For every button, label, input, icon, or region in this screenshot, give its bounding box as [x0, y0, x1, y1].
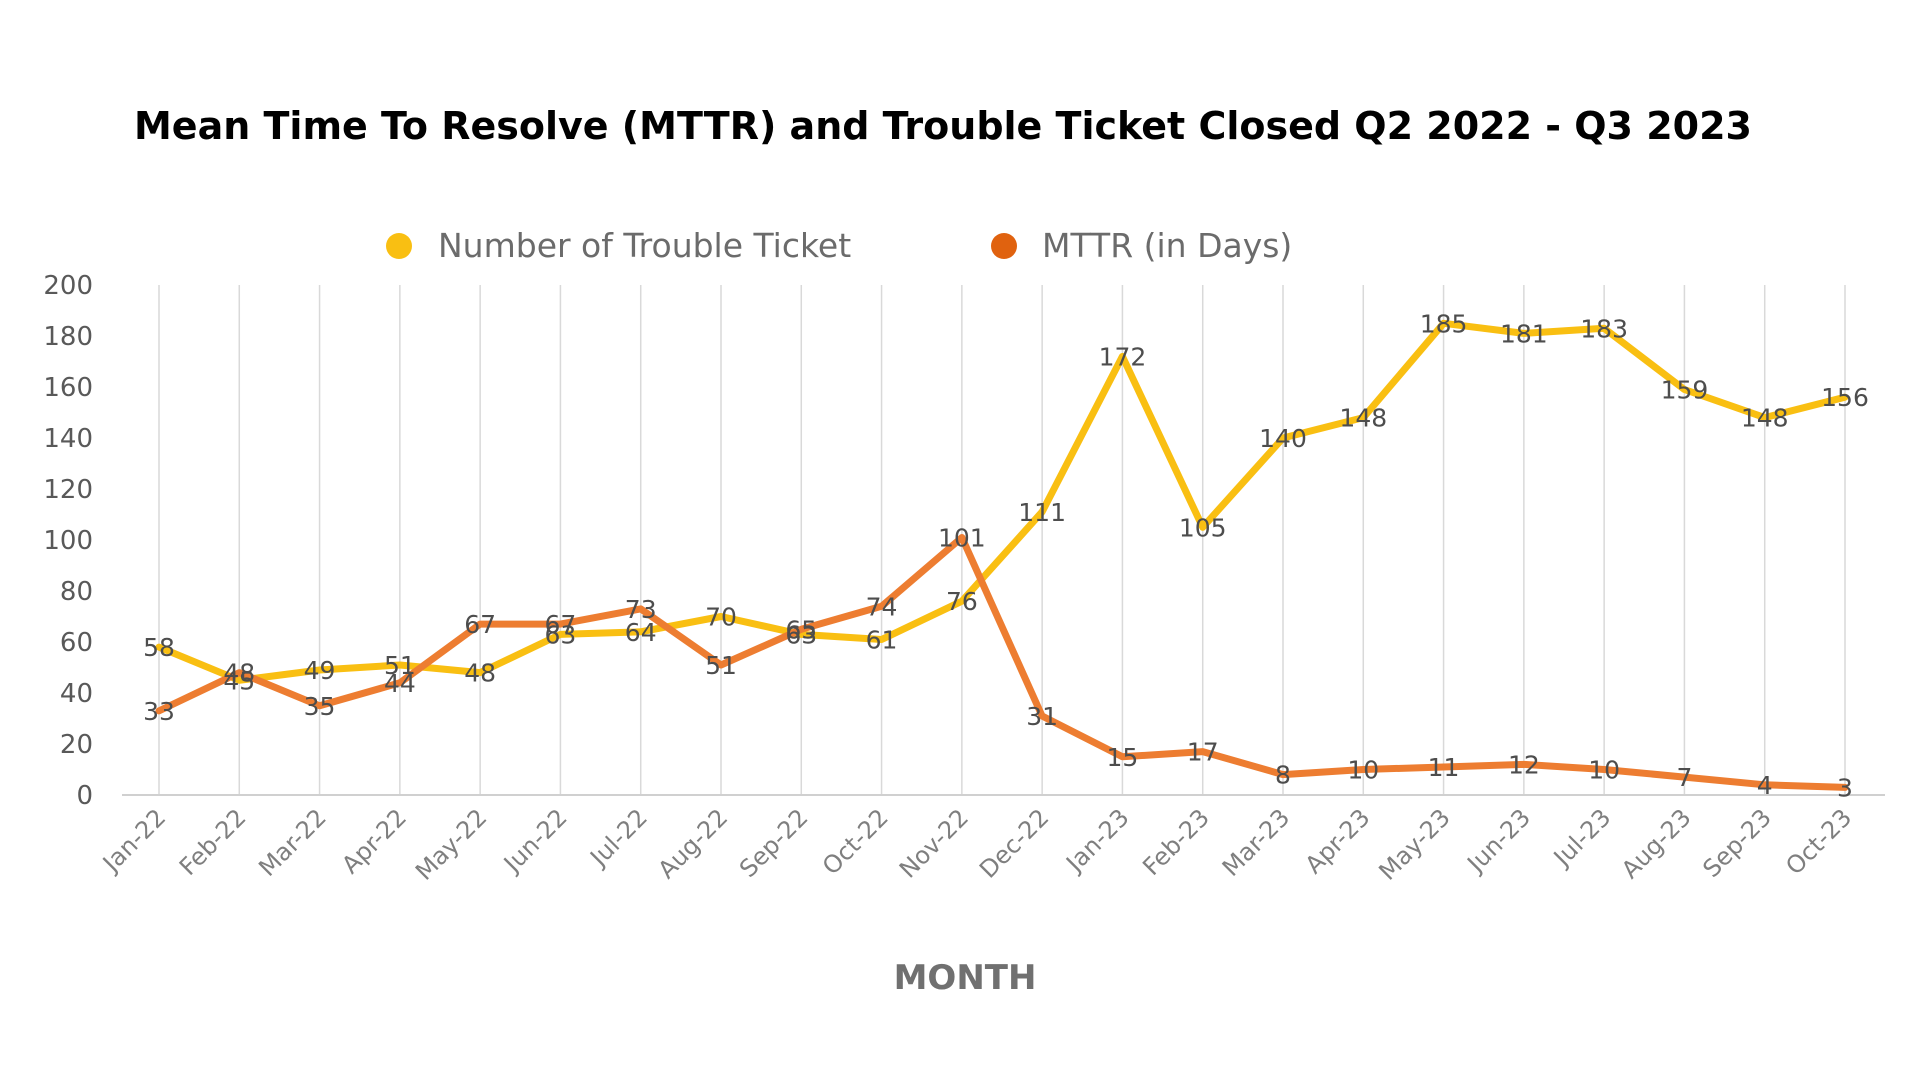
- x-tick-label-7: Aug-22: [653, 803, 734, 884]
- x-tick-label-17: Jun-23: [1461, 803, 1536, 878]
- x-tick-label-6: Jul-22: [584, 803, 653, 872]
- data-label-s0-2: 49: [304, 656, 336, 685]
- legend-label-0: Number of Trouble Ticket: [438, 226, 851, 265]
- data-label-s0-5: 63: [545, 620, 577, 649]
- y-tick-label-6: 120: [43, 475, 93, 505]
- data-label-s1-8: 65: [785, 615, 817, 644]
- data-label-s0-8: 63: [785, 620, 817, 649]
- x-tick-label-14: Mar-23: [1217, 803, 1295, 881]
- data-label-s1-15: 10: [1347, 756, 1379, 785]
- data-label-s1-5: 67: [545, 610, 577, 639]
- legend: Number of Trouble Ticket MTTR (in Days): [386, 226, 1292, 265]
- x-tick-label-3: Apr-22: [336, 803, 412, 879]
- x-tick-label-2: Mar-22: [253, 803, 331, 881]
- data-label-s0-0: 58: [143, 633, 175, 662]
- y-tick-label-1: 20: [60, 730, 93, 760]
- x-tick-label-15: Apr-23: [1300, 803, 1376, 879]
- data-label-s1-7: 51: [705, 651, 737, 680]
- legend-marker-1: [991, 233, 1017, 259]
- data-label-s0-11: 111: [1018, 498, 1066, 527]
- data-label-s0-19: 159: [1661, 376, 1709, 405]
- data-label-s1-20: 4: [1757, 771, 1773, 800]
- series-line-1: [155, 534, 1849, 791]
- data-label-s0-1: 45: [223, 666, 255, 695]
- data-label-s0-21: 156: [1821, 383, 1869, 412]
- x-tick-label-20: Sep-23: [1697, 803, 1777, 883]
- y-tick-label-10: 200: [43, 271, 93, 301]
- x-tick-label-4: May-22: [410, 803, 492, 885]
- data-label-s1-18: 10: [1588, 756, 1620, 785]
- data-label-s1-10: 101: [938, 523, 986, 552]
- data-label-s0-7: 70: [705, 603, 737, 632]
- data-label-s1-17: 12: [1508, 750, 1540, 779]
- data-label-s0-6: 64: [625, 618, 657, 647]
- x-tick-label-21: Oct-23: [1780, 803, 1857, 880]
- y-tick-label-0: 0: [76, 781, 93, 811]
- data-label-s1-21: 3: [1837, 773, 1853, 802]
- x-tick-label-9: Oct-22: [817, 803, 894, 880]
- y-tick-label-2: 40: [60, 679, 93, 709]
- data-label-s0-13: 105: [1179, 513, 1227, 542]
- data-label-s1-14: 8: [1275, 761, 1291, 790]
- x-tick-label-1: Feb-22: [174, 803, 252, 881]
- chart-title: Mean Time To Resolve (MTTR) and Trouble …: [134, 104, 1752, 148]
- data-label-s1-16: 11: [1428, 753, 1460, 782]
- gridlines: [158, 285, 1846, 795]
- x-tick-label-0: Jan-22: [96, 803, 171, 878]
- y-tick-label-9: 180: [43, 322, 93, 352]
- data-label-s1-12: 15: [1107, 743, 1139, 772]
- x-tick-label-16: May-23: [1374, 803, 1456, 885]
- data-label-s0-17: 181: [1500, 319, 1548, 348]
- x-tick-label-18: Jul-23: [1547, 803, 1616, 872]
- y-tick-label-3: 60: [60, 628, 93, 658]
- data-label-s1-6: 73: [625, 595, 657, 624]
- data-label-s1-11: 31: [1026, 702, 1058, 731]
- data-label-s1-4: 67: [464, 610, 496, 639]
- y-tick-label-8: 160: [43, 373, 93, 403]
- data-label-s1-13: 17: [1187, 738, 1219, 767]
- data-label-s0-3: 51: [384, 651, 416, 680]
- data-label-s0-20: 148: [1741, 404, 1789, 433]
- series-lines: [155, 319, 1849, 791]
- data-label-s1-0: 33: [143, 697, 175, 726]
- x-tick-label-13: Feb-23: [1137, 803, 1215, 881]
- data-label-s1-2: 35: [304, 692, 336, 721]
- data-label-s0-12: 172: [1099, 342, 1147, 371]
- data-label-s1-9: 74: [866, 592, 898, 621]
- series-line-0: [155, 319, 1849, 684]
- x-tick-label-5: Jun-22: [497, 803, 572, 878]
- data-label-s0-9: 61: [866, 625, 898, 654]
- x-tick-label-11: Dec-22: [974, 803, 1054, 883]
- y-axis: 0 20 40 60 80 100 120 140 160 180 200: [43, 271, 93, 811]
- x-axis-title: MONTH: [894, 958, 1037, 998]
- x-tick-label-10: Nov-22: [894, 803, 974, 883]
- legend-marker-0: [386, 233, 412, 259]
- legend-label-1: MTTR (in Days): [1042, 226, 1292, 265]
- y-tick-label-5: 100: [43, 526, 93, 556]
- data-label-s1-19: 7: [1676, 763, 1692, 792]
- data-label-s0-18: 183: [1580, 314, 1628, 343]
- data-label-s0-14: 140: [1259, 424, 1307, 453]
- data-label-s0-10: 76: [946, 587, 978, 616]
- data-label-s0-15: 148: [1339, 404, 1387, 433]
- y-tick-label-7: 140: [43, 424, 93, 454]
- y-tick-label-4: 80: [60, 577, 93, 607]
- x-tick-label-8: Sep-22: [734, 803, 814, 883]
- data-label-s1-1: 48: [223, 659, 255, 688]
- data-label-s0-16: 185: [1420, 309, 1468, 338]
- data-label-s1-3: 44: [384, 669, 416, 698]
- x-tick-label-12: Jan-23: [1060, 803, 1135, 878]
- data-label-s0-4: 48: [464, 659, 496, 688]
- x-tick-label-19: Aug-23: [1616, 803, 1697, 884]
